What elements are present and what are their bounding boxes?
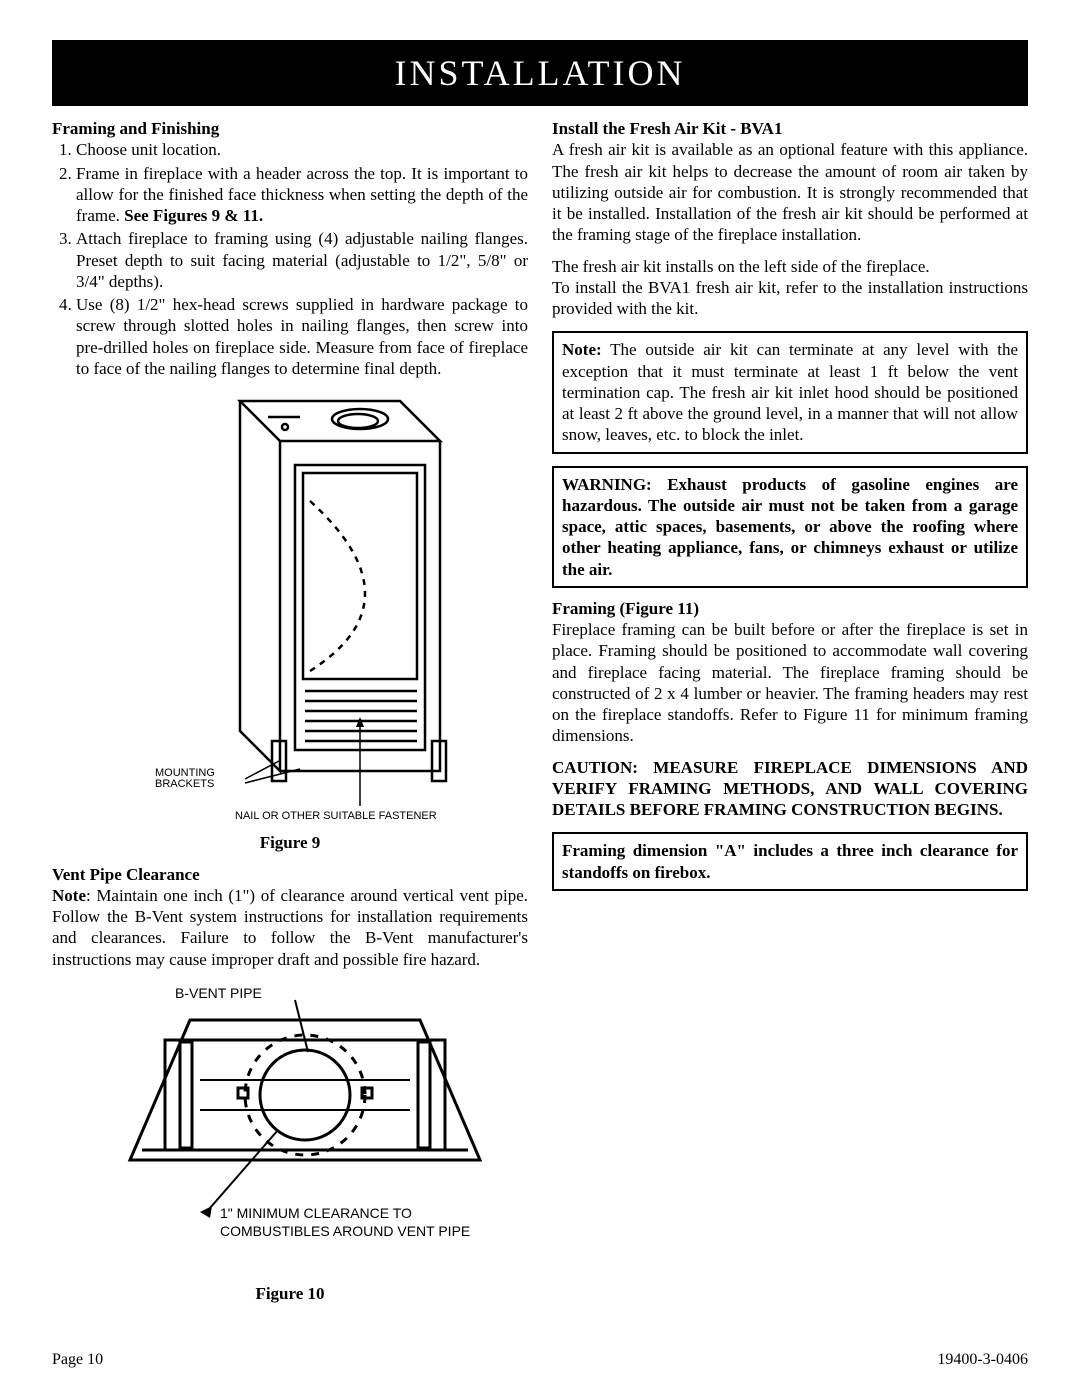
install-kit-p3: To install the BVA1 fresh air kit, refer… [552, 277, 1028, 320]
framing-fig11-text: Fireplace framing can be built before or… [552, 619, 1028, 747]
right-column: Install the Fresh Air Kit - BVA1 A fresh… [552, 118, 1028, 1304]
step-1: Choose unit location. [76, 139, 528, 160]
framing-finishing-heading: Framing and Finishing [52, 118, 528, 139]
note-text: The outside air kit can terminate at any… [562, 340, 1018, 444]
note-bold: Note: [562, 340, 602, 359]
step-4: Use (8) 1/2" hex-head screws supplied in… [76, 294, 528, 379]
figure-9-wrap: MOUNTING BRACKETS NAIL OR OTHER SUITABLE… [52, 381, 528, 854]
outside-air-note-box: Note: The outside air kit can terminate … [552, 331, 1028, 453]
figure-10-svg: B-VENT PIPE 1" MINIMUM CLEARANCE TO COMB… [80, 980, 500, 1260]
fig10-clearance-l1: 1" MINIMUM CLEARANCE TO [220, 1205, 412, 1221]
figure-10-wrap: B-VENT PIPE 1" MINIMUM CLEARANCE TO COMB… [52, 980, 528, 1305]
vent-pipe-note: Note: Maintain one inch (1") of clearanc… [52, 885, 528, 970]
vent-pipe-heading: Vent Pipe Clearance [52, 864, 528, 885]
install-kit-p2: The fresh air kit installs on the left s… [552, 256, 1028, 277]
step-2-ref: See Figures 9 & 11. [124, 206, 263, 225]
figure-10-caption: Figure 10 [52, 1283, 528, 1304]
content-columns: Framing and Finishing Choose unit locati… [52, 118, 1028, 1304]
framing-dimension-box: Framing dimension "A" includes a three i… [552, 832, 1028, 891]
page-number: Page 10 [52, 1351, 103, 1369]
warning-box: WARNING: Exhaust products of gasoline en… [552, 466, 1028, 588]
left-column: Framing and Finishing Choose unit locati… [52, 118, 528, 1304]
vent-note-bold: Note [52, 886, 86, 905]
step-3: Attach fireplace to framing using (4) ad… [76, 228, 528, 292]
framing-fig11-heading: Framing (Figure 11) [552, 598, 1028, 619]
fig10-clearance-l2: COMBUSTIBLES AROUND VENT PIPE [220, 1223, 470, 1239]
doc-number: 19400-3-0406 [937, 1351, 1028, 1369]
fig10-bvent-label: B-VENT PIPE [175, 985, 262, 1001]
figure-9-svg: MOUNTING BRACKETS NAIL OR OTHER SUITABLE… [100, 381, 480, 821]
fig9-nail-label: NAIL OR OTHER SUITABLE FASTENER [235, 810, 437, 821]
page-header: INSTALLATION [52, 40, 1028, 106]
install-kit-p1: A fresh air kit is available as an optio… [552, 139, 1028, 245]
install-kit-heading: Install the Fresh Air Kit - BVA1 [552, 118, 1028, 139]
vent-note-text: : Maintain one inch (1") of clearance ar… [52, 886, 528, 969]
caution-text: CAUTION: MEASURE FIREPLACE DIMENSIONS AN… [552, 757, 1028, 821]
fig9-bracket-label-2: BRACKETS [155, 778, 214, 790]
figure-9-caption: Figure 9 [52, 832, 528, 853]
framing-steps-list: Choose unit location. Frame in fireplace… [52, 139, 528, 379]
step-2: Frame in fireplace with a header across … [76, 163, 528, 227]
page-footer: Page 10 19400-3-0406 [52, 1351, 1028, 1369]
